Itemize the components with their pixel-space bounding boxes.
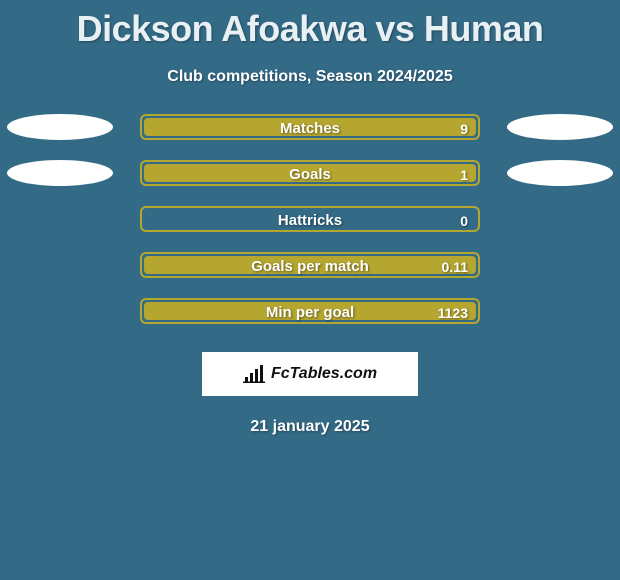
stats-container: Matches 9 Goals 1 Hattricks 0 Goals per …: [0, 114, 620, 324]
bar-track: Goals 1: [140, 160, 480, 186]
ellipse-left: [7, 114, 113, 140]
stat-row-goals: Goals 1: [0, 160, 620, 186]
stat-row-hattricks: Hattricks 0: [0, 206, 620, 232]
bar-track: Matches 9: [140, 114, 480, 140]
bar-track: Goals per match 0.11: [140, 252, 480, 278]
page-subtitle: Club competitions, Season 2024/2025: [0, 68, 620, 86]
bar-value: 1: [460, 162, 468, 188]
bar-label: Matches: [142, 116, 478, 142]
bar-value: 0: [460, 208, 468, 234]
barchart-icon: [243, 365, 265, 383]
source-badge[interactable]: FcTables.com: [202, 352, 418, 396]
bar-label: Goals: [142, 162, 478, 188]
bar-label: Hattricks: [142, 208, 478, 234]
footer-date: 21 january 2025: [0, 418, 620, 436]
stat-row-goals-per-match: Goals per match 0.11: [0, 252, 620, 278]
ellipse-left: [7, 160, 113, 186]
bar-label: Min per goal: [142, 300, 478, 326]
bar-value: 0.11: [442, 254, 468, 280]
bar-label: Goals per match: [142, 254, 478, 280]
bar-value: 9: [460, 116, 468, 142]
page-title: Dickson Afoakwa vs Human: [0, 0, 620, 50]
bar-track: Hattricks 0: [140, 206, 480, 232]
bar-track: Min per goal 1123: [140, 298, 480, 324]
stat-row-min-per-goal: Min per goal 1123: [0, 298, 620, 324]
badge-text: FcTables.com: [271, 365, 377, 383]
ellipse-right: [507, 114, 613, 140]
stat-row-matches: Matches 9: [0, 114, 620, 140]
bar-value: 1123: [438, 300, 468, 326]
ellipse-right: [507, 160, 613, 186]
